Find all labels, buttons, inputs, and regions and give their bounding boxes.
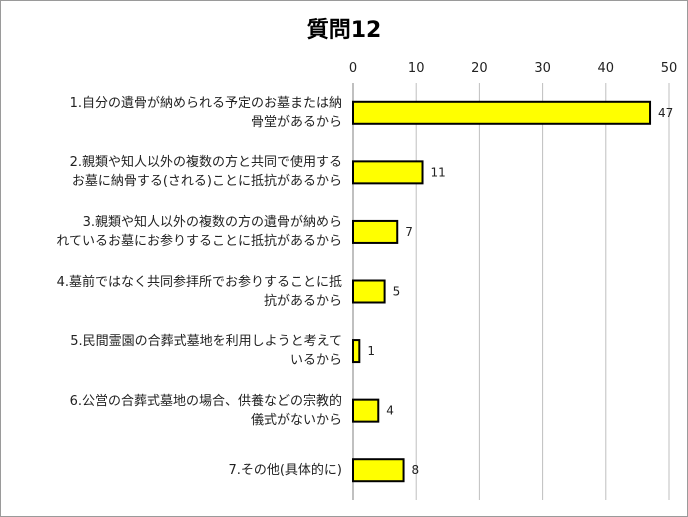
- data-label: 8: [412, 463, 420, 477]
- category-label-line: 抗があるから: [263, 293, 342, 309]
- bar: [352, 398, 380, 423]
- data-label: 4: [386, 404, 394, 418]
- category-label-line: 儀式がないから: [250, 412, 342, 428]
- category-label-line: 2.親類や知人以外の複数の方と共同で使用する: [69, 155, 342, 171]
- bar: [352, 279, 386, 304]
- category-label: 4.墓前ではなく共同参拝所でお参りすることに抵抗があるから: [4, 273, 342, 311]
- data-label: 7: [405, 225, 413, 239]
- x-tick-label: 50: [661, 61, 678, 76]
- category-label-line: 5.民間霊園の合葬式墓地を利用しようと考えて: [70, 334, 342, 350]
- category-label-line: 骨堂があるから: [250, 114, 342, 130]
- data-label: 11: [431, 165, 446, 179]
- category-label-line: 7.その他(具体的に): [228, 462, 342, 478]
- bar: [352, 458, 405, 483]
- x-tick-label: 30: [534, 61, 551, 76]
- category-label-line: れているお墓にお参りすることに抵抗があるから: [56, 233, 342, 249]
- bar: [352, 339, 361, 364]
- chart-title: 質問12: [306, 18, 382, 43]
- category-label: 7.その他(具体的に): [4, 461, 342, 480]
- category-label: 2.親類や知人以外の複数の方と共同で使用する お墓に納骨する(される)ことに抵抗が…: [4, 153, 342, 191]
- category-label-line: いるから: [289, 353, 342, 369]
- category-label: 3.親類や知人以外の複数の方の遺骨が納められているお墓にお参りすることに抵抗があ…: [4, 213, 342, 251]
- x-tick-label: 40: [598, 61, 615, 76]
- bar: [352, 219, 399, 244]
- x-tick-label: 0: [349, 61, 357, 76]
- bar: [352, 100, 652, 125]
- bar: [352, 160, 424, 185]
- category-label: 5.民間霊園の合葬式墓地を利用しようと考えているから: [4, 332, 342, 370]
- category-label-line: 3.親類や知人以外の複数の方の遺骨が納めら: [82, 214, 342, 230]
- x-tick-label: 20: [471, 61, 488, 76]
- category-label: 6.公営の合葬式墓地の場合、供養などの宗教的儀式がないから: [4, 392, 342, 430]
- category-label-line: 1.自分の遺骨が納められる予定のお墓または納: [69, 95, 342, 111]
- category-label-line: 4.墓前ではなく共同参拝所でお参りすることに抵: [56, 274, 342, 290]
- category-label-line: お墓に納骨する(される)ことに抵抗があるから: [71, 174, 342, 190]
- category-label-line: 6.公営の合葬式墓地の場合、供養などの宗教的: [69, 393, 342, 409]
- x-tick-label: 10: [408, 61, 425, 76]
- data-label: 5: [393, 285, 401, 299]
- data-label: 47: [658, 106, 673, 120]
- category-label: 1.自分の遺骨が納められる予定のお墓または納骨堂があるから: [4, 94, 342, 132]
- data-label: 1: [367, 344, 375, 358]
